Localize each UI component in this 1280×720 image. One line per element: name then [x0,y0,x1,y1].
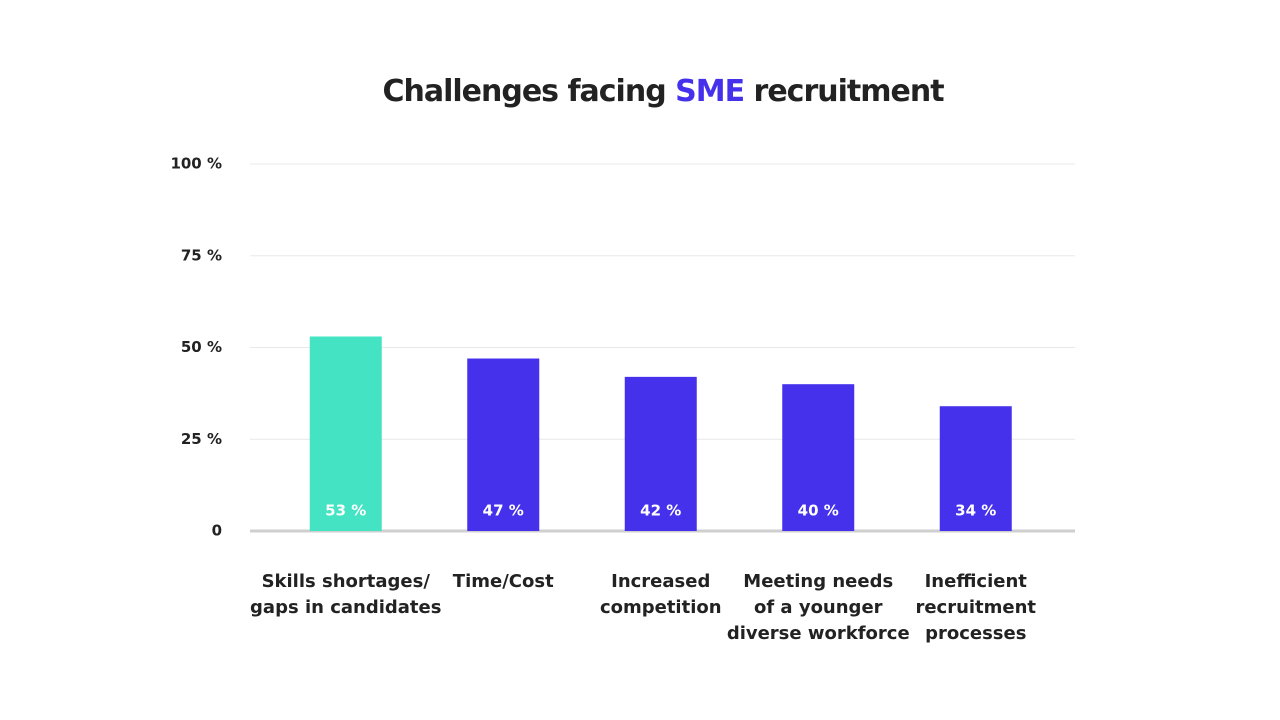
bar [467,358,540,531]
bar [939,406,1012,531]
x-tick-label: Skills shortages/gaps in candidates [250,571,441,618]
value-label: 53 % [325,502,366,520]
bar [624,376,697,531]
y-tick-label: 75 % [181,246,222,264]
value-label: 47 % [483,502,524,520]
y-tick-label: 0 [212,522,222,540]
title-part: Challenges facing [382,74,675,109]
x-tick-label: Meeting needs of a younger diverse workfor… [727,571,910,644]
bar [309,336,382,531]
value-label: 40 % [798,502,839,520]
x-tick-label: Time/Cost [453,571,554,592]
x-tick-label: Increased competition [600,571,722,618]
x-tick-label: Inefficient recruitment processes [915,571,1036,644]
value-label: 34 % [955,502,996,520]
title-part: recruitment [744,74,944,109]
chart-title: Challenges facing SME recruitment [382,74,944,109]
value-label: 42 % [640,502,681,520]
y-tick-label: 100 % [170,155,222,173]
title-highlight: SME [675,74,744,109]
y-tick-label: 25 % [181,430,222,448]
bar [782,384,855,531]
y-tick-label: 50 % [181,338,222,356]
